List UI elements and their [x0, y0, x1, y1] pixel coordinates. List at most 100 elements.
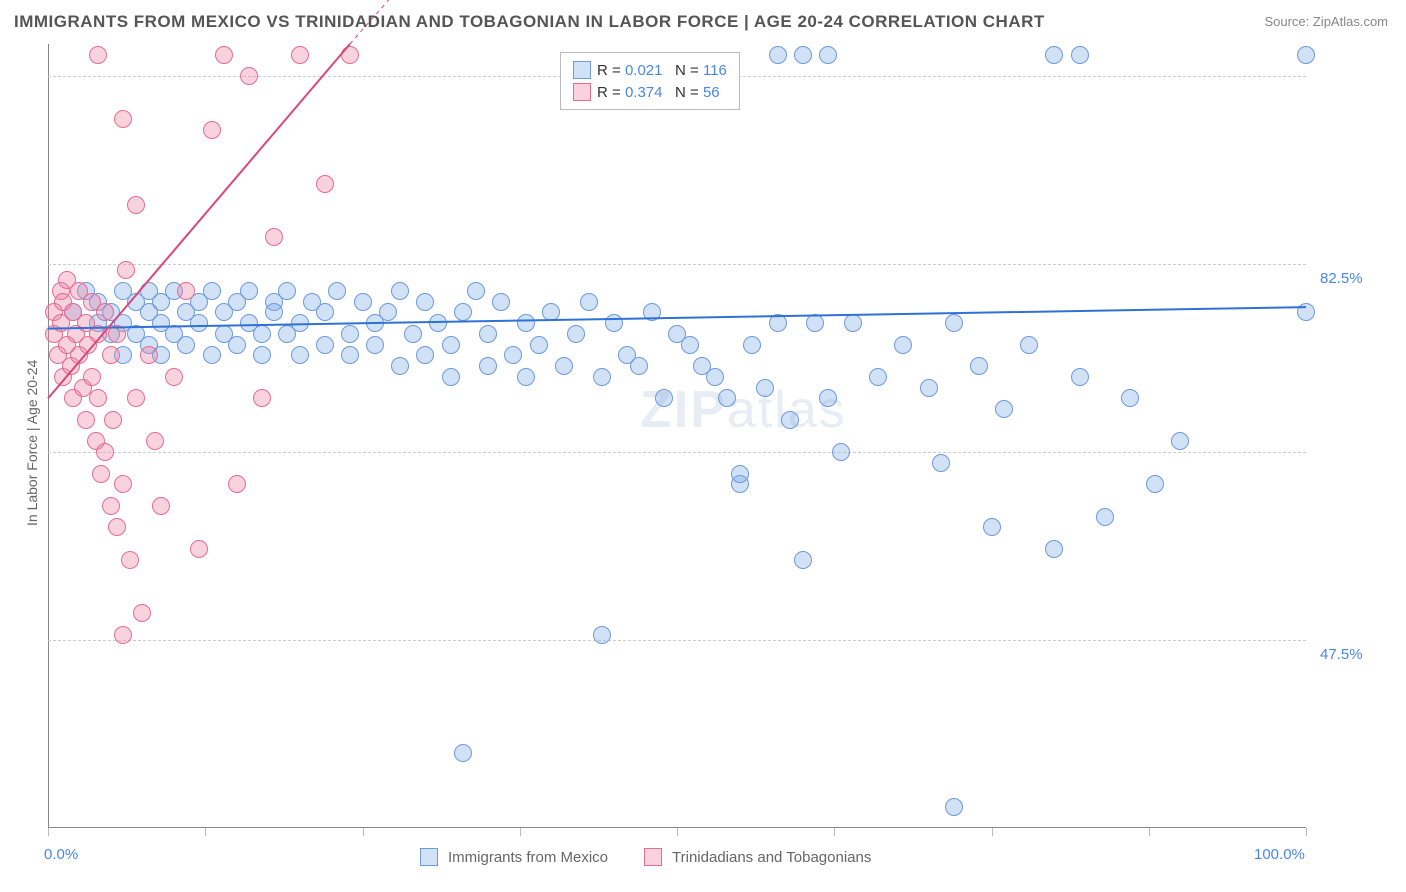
point-mexico [479, 325, 497, 343]
x-tick-label: 100.0% [1254, 846, 1305, 863]
x-tick-label: 0.0% [44, 846, 78, 863]
point-trinidad [253, 389, 271, 407]
point-mexico [769, 46, 787, 64]
legend-bottom-swatch-trinidad [644, 848, 662, 866]
point-trinidad [89, 325, 107, 343]
x-tick [1149, 828, 1150, 836]
point-mexico [203, 346, 221, 364]
x-tick [992, 828, 993, 836]
point-trinidad [140, 346, 158, 364]
point-mexico [240, 282, 258, 300]
point-mexico [328, 282, 346, 300]
point-trinidad [228, 475, 246, 493]
point-mexico [341, 325, 359, 343]
point-mexico [593, 368, 611, 386]
point-mexico [1297, 303, 1315, 321]
chart-title: IMMIGRANTS FROM MEXICO VS TRINIDADIAN AN… [14, 12, 1045, 32]
point-mexico [806, 314, 824, 332]
point-mexico [177, 336, 195, 354]
point-trinidad [92, 465, 110, 483]
point-mexico [1171, 432, 1189, 450]
point-mexico [366, 336, 384, 354]
chart-container: IMMIGRANTS FROM MEXICO VS TRINIDADIAN AN… [0, 0, 1406, 892]
point-mexico [291, 346, 309, 364]
legend-series: Immigrants from MexicoTrinidadians and T… [420, 848, 897, 866]
point-mexico [655, 389, 673, 407]
point-mexico [794, 551, 812, 569]
point-mexico [517, 368, 535, 386]
point-mexico [253, 325, 271, 343]
point-mexico [844, 314, 862, 332]
point-mexico [391, 357, 409, 375]
point-trinidad [127, 389, 145, 407]
point-mexico [869, 368, 887, 386]
point-mexico [945, 314, 963, 332]
source-label: Source: ZipAtlas.com [1264, 14, 1388, 29]
point-trinidad [102, 497, 120, 515]
y-axis-label: In Labor Force | Age 20-24 [24, 360, 40, 526]
legend-correlation: R = 0.021 N = 116R = 0.374 N = 56 [560, 52, 740, 110]
point-mexico [442, 336, 460, 354]
point-trinidad [203, 121, 221, 139]
legend-bottom-swatch-mexico [420, 848, 438, 866]
point-trinidad [146, 432, 164, 450]
point-trinidad [114, 475, 132, 493]
point-trinidad [117, 261, 135, 279]
point-mexico [580, 293, 598, 311]
point-mexico [1045, 46, 1063, 64]
point-mexico [492, 293, 510, 311]
gridline-h [48, 640, 1306, 641]
point-trinidad [96, 443, 114, 461]
point-mexico [983, 518, 1001, 536]
point-mexico [894, 336, 912, 354]
point-mexico [1146, 475, 1164, 493]
plot-border [48, 44, 1306, 828]
point-trinidad [133, 604, 151, 622]
legend-swatch-mexico [573, 61, 591, 79]
point-mexico [278, 282, 296, 300]
point-mexico [416, 293, 434, 311]
point-mexico [416, 346, 434, 364]
x-tick [363, 828, 364, 836]
y-tick-label: 47.5% [1320, 646, 1363, 663]
point-trinidad [316, 175, 334, 193]
point-mexico [630, 357, 648, 375]
point-trinidad [152, 497, 170, 515]
point-mexico [995, 400, 1013, 418]
point-mexico [706, 368, 724, 386]
point-trinidad [104, 411, 122, 429]
gridline-h [48, 264, 1306, 265]
point-mexico [932, 454, 950, 472]
point-mexico [1020, 336, 1038, 354]
point-mexico [970, 357, 988, 375]
point-mexico [819, 389, 837, 407]
point-mexico [567, 325, 585, 343]
x-tick [48, 828, 49, 836]
point-mexico [316, 336, 334, 354]
point-mexico [731, 465, 749, 483]
point-mexico [593, 626, 611, 644]
x-tick [205, 828, 206, 836]
point-mexico [1121, 389, 1139, 407]
point-mexico [190, 314, 208, 332]
point-mexico [1297, 46, 1315, 64]
point-mexico [794, 46, 812, 64]
point-mexico [228, 336, 246, 354]
gridline-h [48, 452, 1306, 453]
point-mexico [1045, 540, 1063, 558]
point-trinidad [240, 67, 258, 85]
legend-bottom-label-mexico: Immigrants from Mexico [448, 849, 608, 866]
point-trinidad [89, 389, 107, 407]
point-mexico [530, 336, 548, 354]
point-mexico [504, 346, 522, 364]
point-trinidad [114, 110, 132, 128]
point-mexico [203, 282, 221, 300]
point-mexico [1071, 368, 1089, 386]
point-trinidad [291, 46, 309, 64]
point-trinidad [102, 346, 120, 364]
point-mexico [467, 282, 485, 300]
point-mexico [1096, 508, 1114, 526]
point-mexico [379, 303, 397, 321]
legend-swatch-trinidad [573, 83, 591, 101]
point-mexico [769, 314, 787, 332]
